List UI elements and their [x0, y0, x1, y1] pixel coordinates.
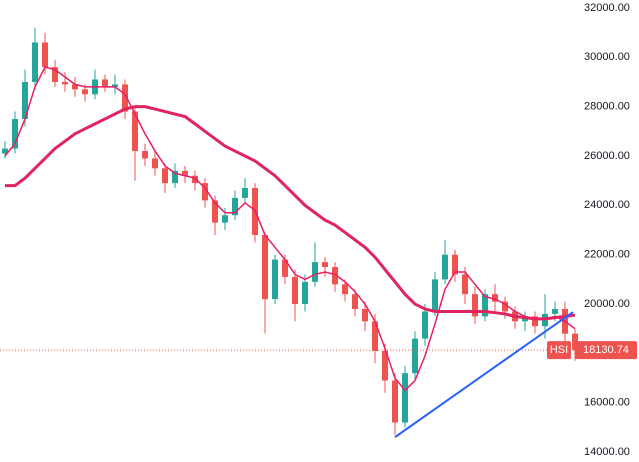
candle-body [482, 294, 488, 317]
candle-body [472, 294, 478, 317]
y-tick-label: 32000.00 [584, 2, 630, 14]
candle-body [272, 259, 278, 300]
candle-body [212, 200, 218, 223]
candle-body [2, 148, 8, 154]
candle-body [172, 170, 178, 184]
candle-body [402, 373, 408, 423]
candle-body [532, 316, 538, 327]
y-tick-label: 28000.00 [584, 101, 630, 113]
candle-body [312, 262, 318, 282]
candle-body [12, 118, 18, 149]
candle-body [22, 81, 28, 119]
candle-body [182, 170, 188, 176]
y-tick-label: 24000.00 [584, 199, 630, 211]
candle-body [572, 333, 578, 351]
y-tick-label: 16000.00 [584, 397, 630, 409]
candle-body [342, 284, 348, 295]
candle-body [72, 84, 78, 90]
candle-body [492, 294, 498, 302]
candle-body [392, 380, 398, 423]
candle-body [242, 188, 248, 198]
candle-body [262, 234, 268, 300]
candle-body [432, 279, 438, 312]
candle-body [162, 168, 168, 184]
y-tick-label: 26000.00 [584, 150, 630, 162]
candle-body [232, 197, 238, 216]
candle-body [222, 215, 228, 223]
candle-body [42, 42, 48, 68]
candle-body [422, 311, 428, 339]
candle-body [332, 267, 338, 285]
candle-body [292, 276, 298, 305]
candle-body [442, 254, 448, 280]
y-tick-label: 30000.00 [584, 51, 630, 63]
y-tick-label: 14000.00 [584, 446, 630, 458]
candle-body [412, 338, 418, 374]
candle-body [122, 84, 128, 112]
candle-body [322, 262, 328, 268]
candle-body [382, 350, 388, 381]
candle-body [52, 67, 58, 82]
price-label: 18130.74 [583, 344, 629, 356]
price-tag [575, 341, 637, 360]
candle-body [132, 111, 138, 152]
candle-body [302, 281, 308, 305]
candle-body [142, 151, 148, 159]
candle-body [352, 294, 358, 309]
candle-body [552, 308, 558, 314]
symbol-label: HSI [550, 344, 568, 356]
candle-body [282, 259, 288, 277]
candle-body [192, 175, 198, 184]
moving-average [5, 105, 576, 321]
candle-body [82, 89, 88, 95]
candle-body [102, 79, 108, 87]
y-tick-label: 20000.00 [584, 298, 630, 310]
candle-body [112, 84, 118, 87]
candle-body [362, 308, 368, 322]
candle-body [372, 321, 378, 351]
candle-body [202, 183, 208, 201]
candle-body [462, 274, 468, 295]
candle-body [452, 254, 458, 275]
y-tick-label: 22000.00 [584, 249, 630, 261]
candle-body [152, 158, 158, 169]
moving-average [4, 66, 576, 392]
candle-body [32, 42, 38, 82]
candle-body [502, 301, 508, 312]
candle-body [62, 81, 68, 85]
symbol-tag [547, 341, 571, 360]
trend-line [394, 311, 574, 438]
